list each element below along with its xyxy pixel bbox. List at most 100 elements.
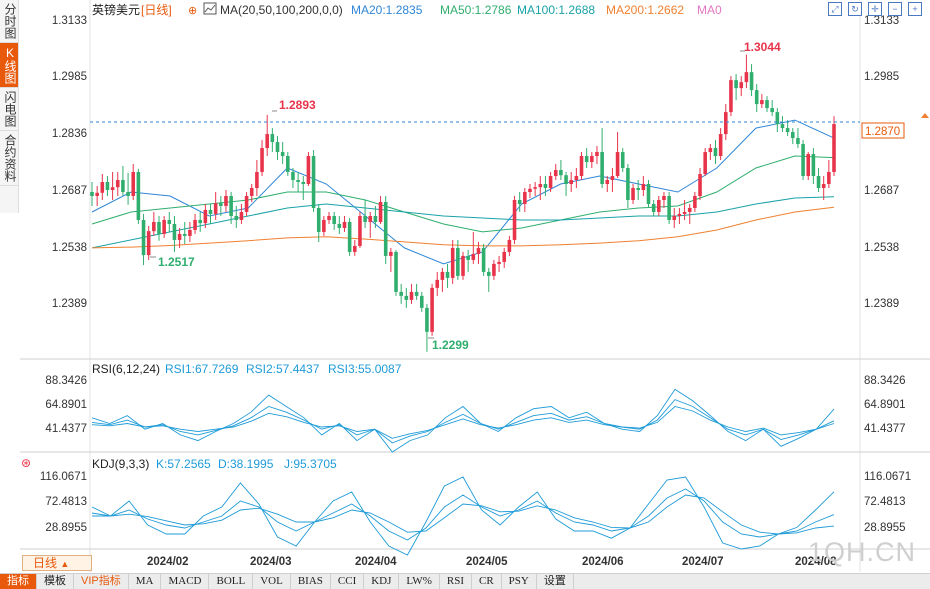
candle-body xyxy=(574,176,579,181)
candle-body xyxy=(141,219,146,256)
candle-body xyxy=(739,82,744,89)
indicator-tab-11[interactable]: RSI xyxy=(440,574,472,589)
price-tick: 1.3133 xyxy=(52,15,87,27)
tab-contract-info[interactable]: 合约资料 xyxy=(0,131,18,186)
candle-body xyxy=(219,203,223,206)
refresh-icon[interactable]: ↻ xyxy=(848,2,862,16)
indicator-tab-9[interactable]: KDJ xyxy=(364,574,400,589)
indicator-tab-4[interactable]: MACD xyxy=(161,574,210,589)
indicator-tab-0[interactable]: 指标 xyxy=(0,574,37,589)
candle-body xyxy=(327,215,331,220)
price-tick: 1.2985 xyxy=(52,71,87,83)
candle-body xyxy=(615,152,620,177)
kdj-j-value: J:95.3705 xyxy=(284,457,337,471)
indicator-line-k xyxy=(91,488,835,541)
indicator-tab-6[interactable]: VOL xyxy=(253,574,291,589)
candle-body xyxy=(486,271,491,276)
candle-body xyxy=(450,247,455,278)
indicator-tab-13[interactable]: PSY xyxy=(502,574,537,589)
price-marker-icon xyxy=(921,113,929,118)
indicator-tab-8[interactable]: CCI xyxy=(331,574,365,589)
candle-body xyxy=(790,132,795,139)
candle-body xyxy=(167,219,172,224)
indicator-line-rsi1 xyxy=(91,388,835,453)
crosshair-toggle-icon[interactable]: ✛ xyxy=(868,2,882,16)
indicator-tab-5[interactable]: BOLL xyxy=(209,574,254,589)
settings-gear-icon[interactable]: ⊕ xyxy=(188,5,197,17)
price-tick: 1.2538 xyxy=(52,242,87,254)
indicator-tab-1[interactable]: 模板 xyxy=(37,574,74,589)
kdj-label: KDJ(9,3,3) xyxy=(92,457,149,471)
time-tick: 2024/02 xyxy=(147,556,189,568)
candle-body xyxy=(414,291,419,296)
indicator-tab-14[interactable]: 设置 xyxy=(537,574,574,589)
time-tick: 2024/07 xyxy=(682,556,724,568)
kdj-tick-right: 28.8955 xyxy=(864,522,906,534)
candle-body xyxy=(152,221,156,232)
candle-body xyxy=(280,152,285,157)
candle-body xyxy=(492,263,496,276)
price-tick-right: 1.2985 xyxy=(864,71,899,83)
indicator-tab-2[interactable]: VIP指标 xyxy=(74,574,129,589)
kdj-header: KDJ(9,3,3) K:57.2565 D:38.1995 J:95.3705 xyxy=(92,457,337,471)
candle-body xyxy=(306,156,311,185)
price-tick: 1.2687 xyxy=(52,185,87,197)
ma-label: MA(20,50,100,200,0,0) xyxy=(220,3,343,17)
candle-body xyxy=(394,251,398,292)
period-selector-label: 日线 xyxy=(33,556,58,570)
ma50-value: MA50:1.2786 xyxy=(440,3,512,17)
fullscreen-icon[interactable]: ⤢ xyxy=(828,2,842,16)
candle-body xyxy=(497,261,501,264)
candle-body xyxy=(275,142,280,153)
candle-body xyxy=(610,176,615,181)
candle-body xyxy=(734,80,738,89)
candle-body xyxy=(662,195,666,200)
candle-body xyxy=(249,188,254,196)
rsi2-value: RSI2:57.4437 xyxy=(246,362,320,376)
candle-body xyxy=(816,176,821,189)
candle-body xyxy=(708,148,713,153)
period-selector-button[interactable]: 日线 ▲ xyxy=(22,555,92,571)
candle-body xyxy=(507,239,512,252)
candle-body xyxy=(749,72,754,91)
indicator-line-d xyxy=(92,494,835,535)
candle-body xyxy=(631,188,635,200)
zoom-in-icon[interactable]: + xyxy=(908,2,922,16)
tab-kline[interactable]: K线图 xyxy=(0,43,18,88)
rsi-tick-right: 41.4377 xyxy=(864,423,906,435)
ma-chart-icon[interactable] xyxy=(203,2,217,15)
candle-body xyxy=(162,219,166,234)
candle-body xyxy=(425,307,429,332)
candle-body xyxy=(301,182,306,185)
candle-body xyxy=(90,191,94,196)
candle-body xyxy=(95,192,99,196)
indicator-tab-3[interactable]: MA xyxy=(129,574,162,589)
zoom-out-icon[interactable]: − xyxy=(888,2,902,16)
crosshair-icon[interactable]: ⊛ xyxy=(21,456,31,470)
ma-line-ma50 xyxy=(91,155,835,233)
kdj-tick: 28.8955 xyxy=(45,522,87,534)
candle-body xyxy=(600,152,604,185)
tab-flash[interactable]: 闪电图 xyxy=(0,88,18,131)
price-tick: 1.2389 xyxy=(52,298,87,310)
indicator-line-j xyxy=(91,476,835,556)
candle-body xyxy=(131,172,136,196)
kline-chart[interactable]: 英镑美元 [日线] ⊕ MA(20,50,100,200,0,0) MA20:1… xyxy=(0,0,930,573)
candle-body xyxy=(136,172,141,220)
rsi-tick-right: 88.3426 xyxy=(864,375,906,387)
symbol-name: 英镑美元 xyxy=(92,2,140,17)
indicator-tab-12[interactable]: CR xyxy=(472,574,502,589)
price-tick-right: 1.2538 xyxy=(864,242,899,254)
ma20-value: MA20:1.2835 xyxy=(351,3,423,17)
tab-timeshare[interactable]: 分时图 xyxy=(0,0,18,43)
price-tick: 1.2836 xyxy=(52,128,87,140)
candle-body xyxy=(528,188,532,192)
candle-body xyxy=(430,287,434,332)
candle-body xyxy=(435,279,440,288)
candle-body xyxy=(481,247,486,272)
indicator-tab-7[interactable]: BIAS xyxy=(291,574,331,589)
caret-up-icon: ▲ xyxy=(60,559,70,569)
candle-body xyxy=(342,221,347,228)
price-tick-right: 1.3133 xyxy=(864,15,899,27)
indicator-tab-10[interactable]: LW% xyxy=(399,574,440,589)
